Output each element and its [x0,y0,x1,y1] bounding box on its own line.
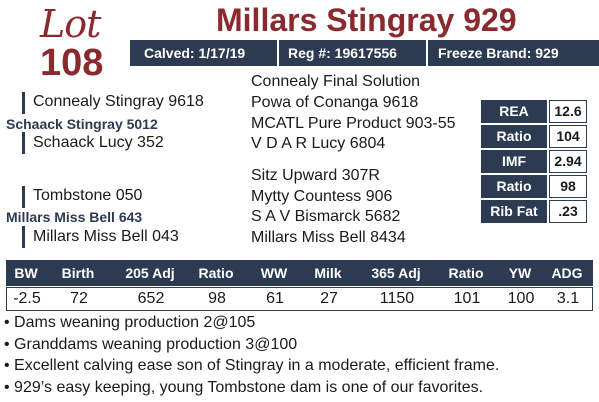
pedigree-bracket [22,226,25,248]
table-cell: 98 [208,290,226,307]
carcass-row: REA 12.6 [481,100,587,123]
lot-number: 108 [40,42,104,84]
carcass-value: 2.94 [549,150,587,173]
info-bar: Calved: 1/17/19 Reg #: 19617556 Freeze B… [130,40,599,66]
info-divider [426,40,428,66]
ss-dam: Powa of Conanga 9618 [251,94,419,111]
sire: Schaack Stingray 5012 [6,116,158,132]
ds-dam: Mytty Countess 906 [251,188,393,205]
carcass-label: Ratio [481,175,547,198]
column-header: Milk [314,265,342,281]
note-item: • Granddams weaning production 3@100 [4,335,298,353]
ss-sire: Connealy Final Solution [251,73,420,90]
pedigree-bracket [22,186,25,208]
freeze-brand: Freeze Brand: 929 [438,45,559,61]
column-header: WW [260,265,288,281]
note-item: • Excellent calving ease son of Stingray… [4,357,500,374]
note-item: • Dams weaning production 2@105 [4,314,256,331]
carcass-row: Ratio 98 [481,175,587,198]
sire-sire: Connealy Stingray 9618 [33,93,204,110]
calved-date: Calved: 1/17/19 [144,45,246,61]
carcass-row: IMF 2.94 [481,150,587,173]
column-header: Ratio [198,265,234,281]
table-cell: -2.5 [13,290,41,307]
carcass-label: REA [481,100,547,123]
carcass-label: Ratio [481,125,547,148]
info-divider [277,40,279,66]
table-cell: 1150 [379,290,415,307]
carcass-value: .23 [549,200,587,223]
table-cell: 101 [453,290,481,307]
notes-list: • Dams weaning production 2@105 • Grandd… [4,312,499,398]
dd-sire: S A V Bismarck 5682 [251,208,401,225]
carcass-label: IMF [481,150,547,173]
ds-sire: Sitz Upward 307R [251,167,380,184]
sire-dam: Schaack Lucy 352 [33,134,164,151]
carcass-value: 104 [549,125,587,148]
carcass-label: Rib Fat [481,200,547,223]
carcass-value: 98 [549,175,587,198]
column-header: BW [14,265,38,281]
note-item: • 929’s easy keeping, young Tombstone da… [4,378,484,396]
table-cell: 27 [320,290,338,307]
animal-title: Millars Stingray 929 [216,2,517,38]
dam-sire: Tombstone 050 [33,187,143,204]
column-header: 365 Adj [371,265,421,281]
sd-sire: MCATL Pure Product 903-55 [251,115,456,132]
dam-dam: Millars Miss Bell 043 [33,228,179,245]
carcass-value: 12.6 [549,100,587,123]
carcass-row: Rib Fat .23 [481,200,587,223]
dam: Millars Miss Bell 643 [6,209,143,225]
column-header: Birth [61,265,95,281]
column-header: YW [508,265,532,281]
column-header: Ratio [448,265,484,281]
registration-number: Reg #: 19617556 [288,45,397,61]
lot-label: Lot [40,2,101,46]
carcass-row: Ratio 104 [481,125,587,148]
table-cell: 652 [137,290,165,307]
sd-dam: V D A R Lucy 6804 [251,135,386,152]
pedigree-bracket [22,132,25,154]
carcass-table: REA 12.6 Ratio 104 IMF 2.94 Ratio 98 Rib… [481,94,587,234]
performance-header-row: BW Birth 205 Adj Ratio WW Milk 365 Adj R… [6,260,593,286]
pedigree-bracket [22,92,25,114]
dd-dam: Millars Miss Bell 8434 [251,229,406,246]
column-header: 205 Adj [125,265,175,281]
table-cell: 3.1 [556,290,580,307]
table-cell: 61 [266,290,284,307]
performance-values-row: -2.5 72 652 98 61 27 1150 101 100 3.1 [6,287,593,311]
table-cell: 100 [507,290,535,307]
column-header: ADG [551,265,583,281]
table-cell: 72 [70,290,88,307]
